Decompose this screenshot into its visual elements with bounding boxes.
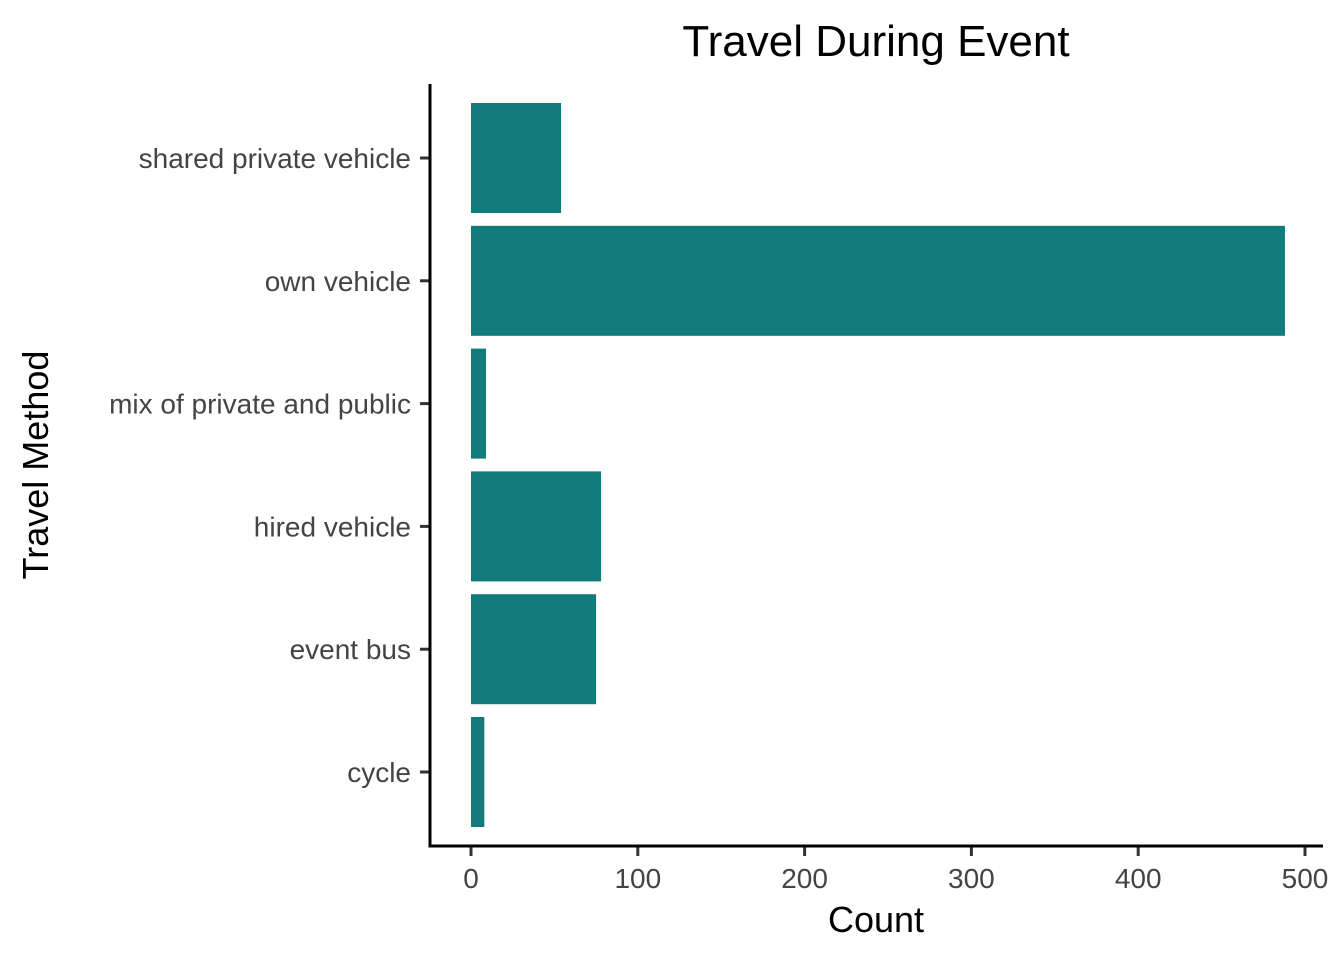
x-tick-label: 200 [781, 863, 828, 894]
y-tick-label: cycle [347, 757, 411, 788]
x-tick-label: 400 [1115, 863, 1162, 894]
bar-shared-private-vehicle [471, 103, 562, 213]
x-tick-label: 0 [463, 863, 479, 894]
x-tick-label: 500 [1282, 863, 1329, 894]
y-tick-label: hired vehicle [254, 511, 411, 542]
y-axis-title: Travel Method [15, 351, 56, 580]
y-tick-label: shared private vehicle [139, 143, 411, 174]
y-tick-label: event bus [290, 634, 411, 665]
x-tick-label: 100 [614, 863, 661, 894]
y-tick-label: mix of private and public [109, 389, 411, 420]
x-tick-label: 300 [948, 863, 995, 894]
x-axis-ticks: 0 100 200 300 400 500 [463, 846, 1328, 894]
bar-own-vehicle [471, 225, 1285, 336]
x-axis-title: Count [828, 899, 924, 940]
bar-event-bus [471, 594, 597, 705]
bar-mix-of-private-and-public [471, 348, 487, 459]
y-axis-ticks: cycle event bus hired vehicle mix of privat… [109, 143, 430, 788]
chart-title: Travel During Event [682, 17, 1069, 66]
bar-cycle [471, 717, 485, 827]
bar-hired-vehicle [471, 471, 602, 582]
bars-group [471, 103, 1285, 827]
y-tick-label: own vehicle [265, 266, 411, 297]
